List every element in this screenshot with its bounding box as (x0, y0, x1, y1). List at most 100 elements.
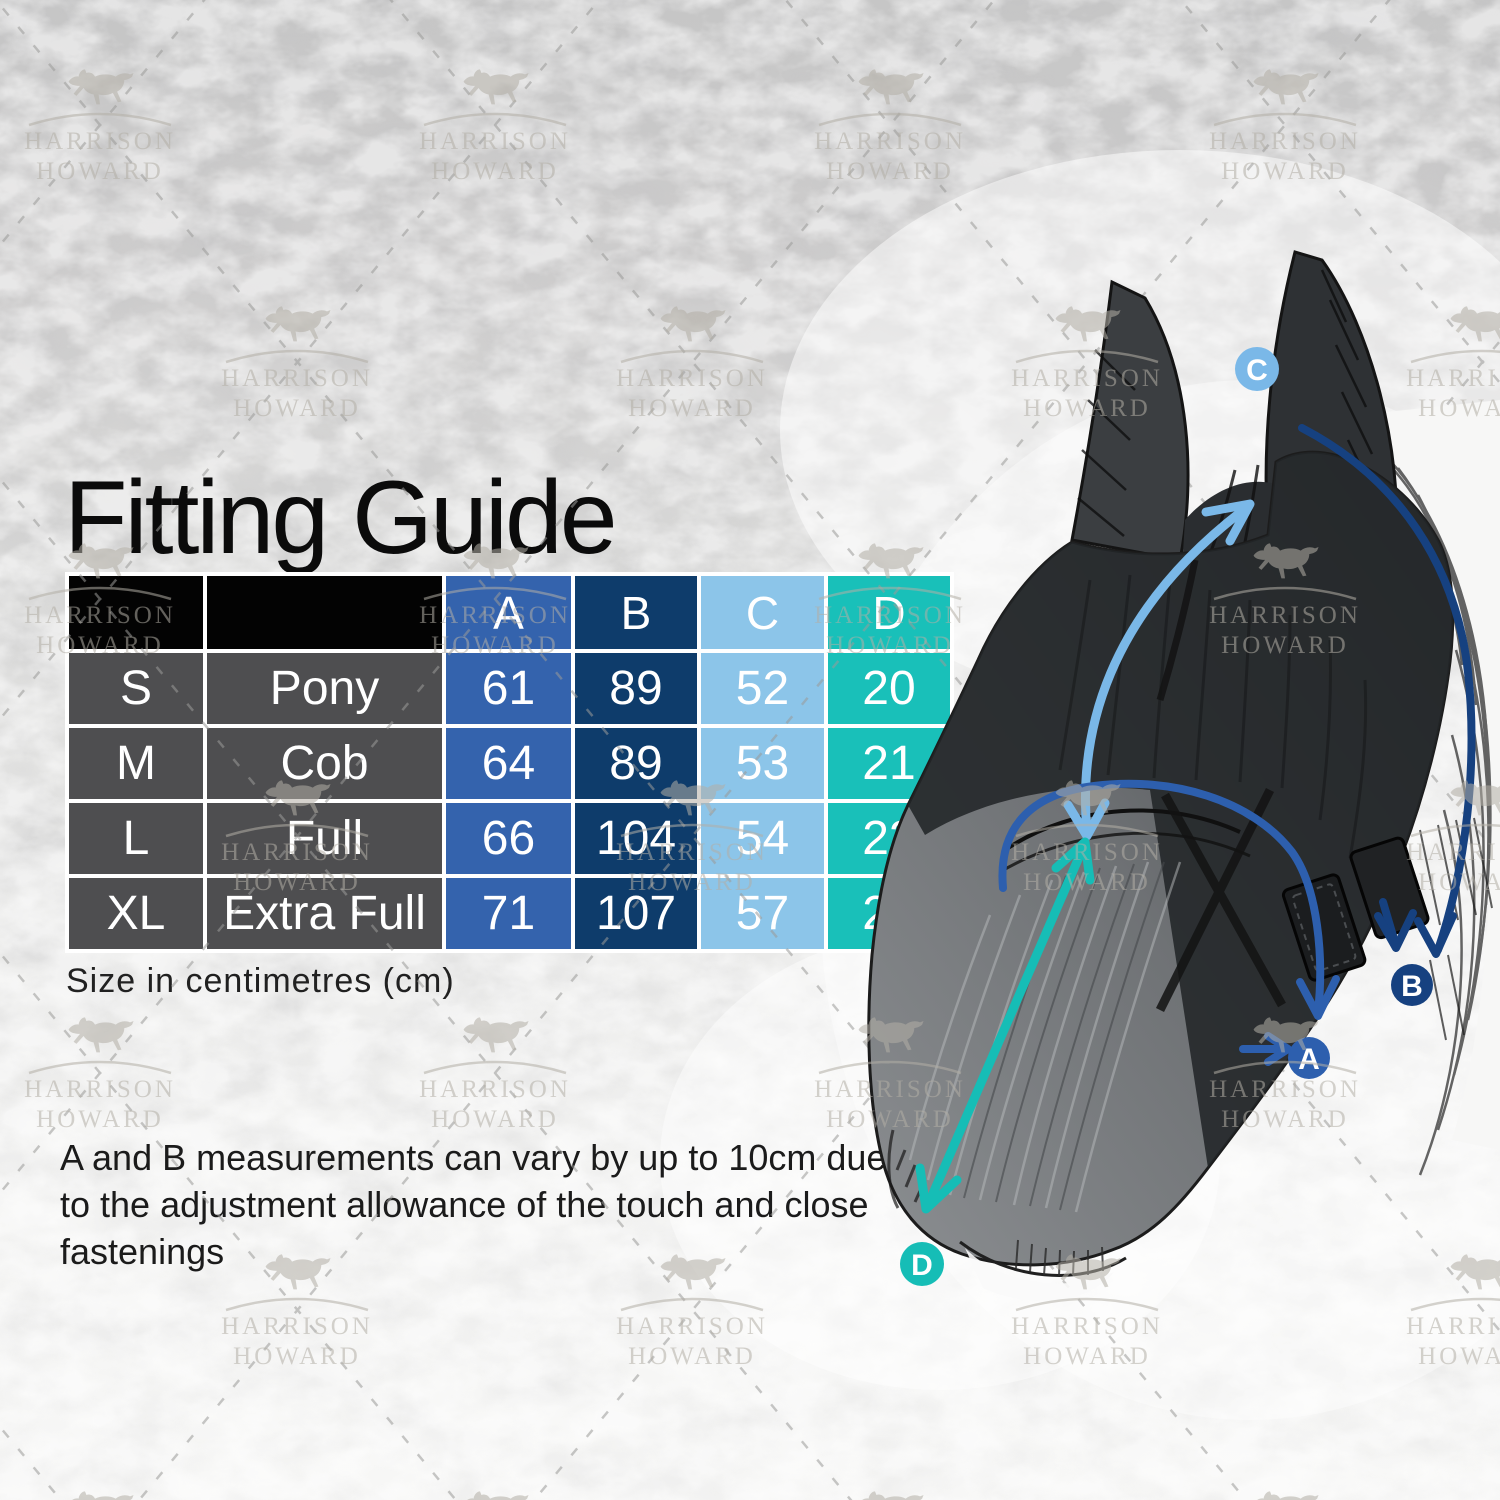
mask-straps (1155, 787, 1286, 1013)
watermark-horse-icon (1051, 774, 1123, 824)
watermark-text: HARRISON (1209, 1076, 1361, 1103)
watermark-horse-icon (1249, 1485, 1321, 1500)
watermark-horse-icon (1446, 300, 1500, 350)
type-cell-row2: Full (207, 803, 442, 874)
watermark-horse-icon (1446, 1248, 1500, 1298)
measurement-cell-d-row0: 20 (828, 653, 950, 724)
brand-watermark: HARRISON HOWARD (992, 774, 1182, 898)
watermark-text: HOWARD (1023, 869, 1151, 896)
watermark-text: HARRISON (814, 128, 966, 155)
watermark-horse-icon (1051, 1248, 1123, 1298)
measurement-cell-d-row1: 21 (828, 728, 950, 799)
watermark-arc (818, 1060, 962, 1075)
watermark-horse-icon (656, 300, 728, 350)
watermark-horse-icon (1446, 774, 1500, 824)
horse-head (867, 450, 1455, 1267)
svg-text:C: C (1246, 354, 1268, 387)
measurement-cell-a-row0: 61 (446, 653, 571, 724)
touch-close-tabs (1281, 836, 1430, 982)
watermark-arc (225, 1297, 369, 1312)
brand-watermark: HARRISON HOWARD (1387, 300, 1500, 424)
watermark-arc (1015, 1297, 1159, 1312)
measurement-cell-b-row2: 104 (575, 803, 697, 874)
brand-watermark: HARRISON HOWARD (400, 63, 590, 187)
watermark-text: HARRISON (616, 365, 768, 392)
watermark-arc (1410, 349, 1500, 364)
type-cell-row3: Extra Full (207, 878, 442, 949)
table-corner-cell (69, 576, 203, 649)
watermark-arc (620, 1297, 764, 1312)
measurement-cell-c-row1: 53 (701, 728, 824, 799)
column-header-c: C (701, 576, 824, 649)
watermark-text: HOWARD (431, 1106, 559, 1133)
type-cell-row1: Cob (207, 728, 442, 799)
measurement-cell-c-row0: 52 (701, 653, 824, 724)
footnote-line: A and B measurements can vary by up to 1… (60, 1137, 887, 1178)
watermark-arc (1410, 1297, 1500, 1312)
size-cell-row3: XL (69, 878, 203, 949)
watermark-text: HARRISON (419, 128, 571, 155)
watermark-text: HARRISON (1209, 602, 1361, 629)
watermark-arc (28, 112, 172, 127)
watermark-text: HARRISON (814, 1076, 966, 1103)
mane (1310, 400, 1500, 1150)
dashed-line (0, 0, 1500, 53)
watermark-text: HARRISON (616, 1313, 768, 1340)
watermark-arc (1015, 823, 1159, 838)
size-cell-row1: M (69, 728, 203, 799)
watermark-text: HOWARD (36, 1106, 164, 1133)
watermark-text: HOWARD (1023, 395, 1151, 422)
column-header-d: D (828, 576, 950, 649)
watermark-arc (620, 349, 764, 364)
right-ear (1264, 250, 1399, 548)
measurement-cell-c-row2: 54 (701, 803, 824, 874)
measurement-cell-c-row3: 57 (701, 878, 824, 949)
watermark-text: HOWARD (431, 158, 559, 185)
watermark-arc (1213, 112, 1357, 127)
watermark-text: HOWARD (1418, 395, 1500, 422)
size-cell-row2: L (69, 803, 203, 874)
watermark-horse-icon (459, 63, 531, 113)
poll (1183, 481, 1302, 553)
watermark-arc (1213, 586, 1357, 601)
mouth (965, 1248, 1114, 1301)
measurement-cell-b-row1: 89 (575, 728, 697, 799)
fly-mask (908, 452, 1453, 1168)
watermark-text: HARRISON (419, 1076, 571, 1103)
page-title: Fitting Guide (64, 459, 618, 576)
watermark-text: HOWARD (1023, 1343, 1151, 1370)
watermark-text: HARRISON (1209, 128, 1361, 155)
label-c-badge: C (1235, 347, 1279, 391)
horse-sketch (867, 250, 1500, 1301)
dashed-line (1179, 0, 1500, 385)
dashed-line (0, 0, 206, 247)
watermark-horse-icon (64, 63, 136, 113)
watermark-horse-icon (64, 1485, 136, 1500)
watermark-text: HARRISON (1406, 365, 1500, 392)
measure-b-arrow (1298, 424, 1476, 958)
watermark-text: HARRISON (1011, 839, 1163, 866)
left-ear (1070, 279, 1190, 562)
measure-c-arrow (1063, 499, 1255, 841)
type-cell-row0: Pony (207, 653, 442, 724)
watermark-horse-icon (1249, 1011, 1321, 1061)
size-table: A B C D S Pony 61 89 52 20 M Cob 64 89 53 21 L Full 66… (65, 572, 954, 953)
watermark-text: HOWARD (36, 158, 164, 185)
watermark-horse-icon (261, 300, 333, 350)
teeth (1015, 1239, 1104, 1277)
watermark-horse-icon (1051, 300, 1123, 350)
measurement-cell-a-row3: 71 (446, 878, 571, 949)
measure-a-arrow (998, 779, 1340, 1066)
svg-text:A: A (1298, 1043, 1320, 1076)
